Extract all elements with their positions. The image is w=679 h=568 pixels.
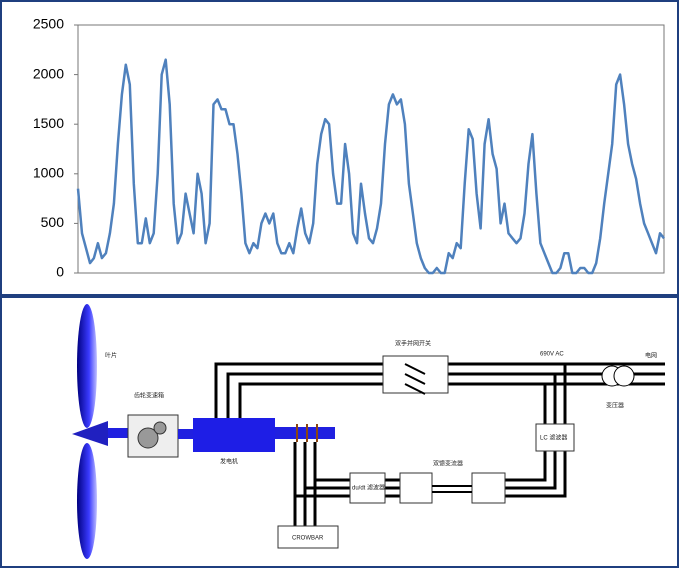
line xyxy=(76,58,665,275)
lc-filter-box xyxy=(535,423,575,452)
dudt-filter-box xyxy=(349,472,386,504)
y-tick-label: 1500 xyxy=(33,115,64,131)
y-tick-label: 2500 xyxy=(33,16,64,32)
chart-frame xyxy=(0,0,679,296)
label: 690V AC xyxy=(540,352,564,358)
switch-blades xyxy=(404,363,426,395)
label: 双手并网开关 xyxy=(395,340,431,348)
crowbar-box xyxy=(277,525,339,549)
y-tick-label: 2000 xyxy=(33,65,64,81)
chart: 0 500 1000 1500 2000 2500 xyxy=(0,0,679,296)
y-tick-label: 0 xyxy=(56,264,64,280)
label: 电网 xyxy=(645,352,657,360)
switch-box xyxy=(382,355,449,394)
plot-area xyxy=(77,24,665,274)
turbine xyxy=(72,304,335,559)
label: CROWBAR xyxy=(292,536,324,542)
y-tick-label: 500 xyxy=(41,214,65,230)
label: LC 滤波器 xyxy=(540,434,567,442)
label: du/dt 滤波器 xyxy=(352,484,385,492)
diagram: 叶片 齿轮变速箱 发电机 双手并网开关 690V AC 电网 变压器 LC 滤波… xyxy=(0,296,679,568)
label: 双馈变流器 xyxy=(433,460,463,468)
label: 变压器 xyxy=(606,402,624,410)
dc-link xyxy=(432,485,472,493)
label: 发电机 xyxy=(220,458,238,466)
wiring xyxy=(214,362,665,526)
converter-box xyxy=(399,472,433,504)
y-tick-label: 1000 xyxy=(33,165,64,181)
label: 齿轮变速箱 xyxy=(134,392,164,400)
converter-box xyxy=(471,472,506,504)
transformer-coil xyxy=(613,365,635,387)
label: 叶片 xyxy=(105,352,117,360)
